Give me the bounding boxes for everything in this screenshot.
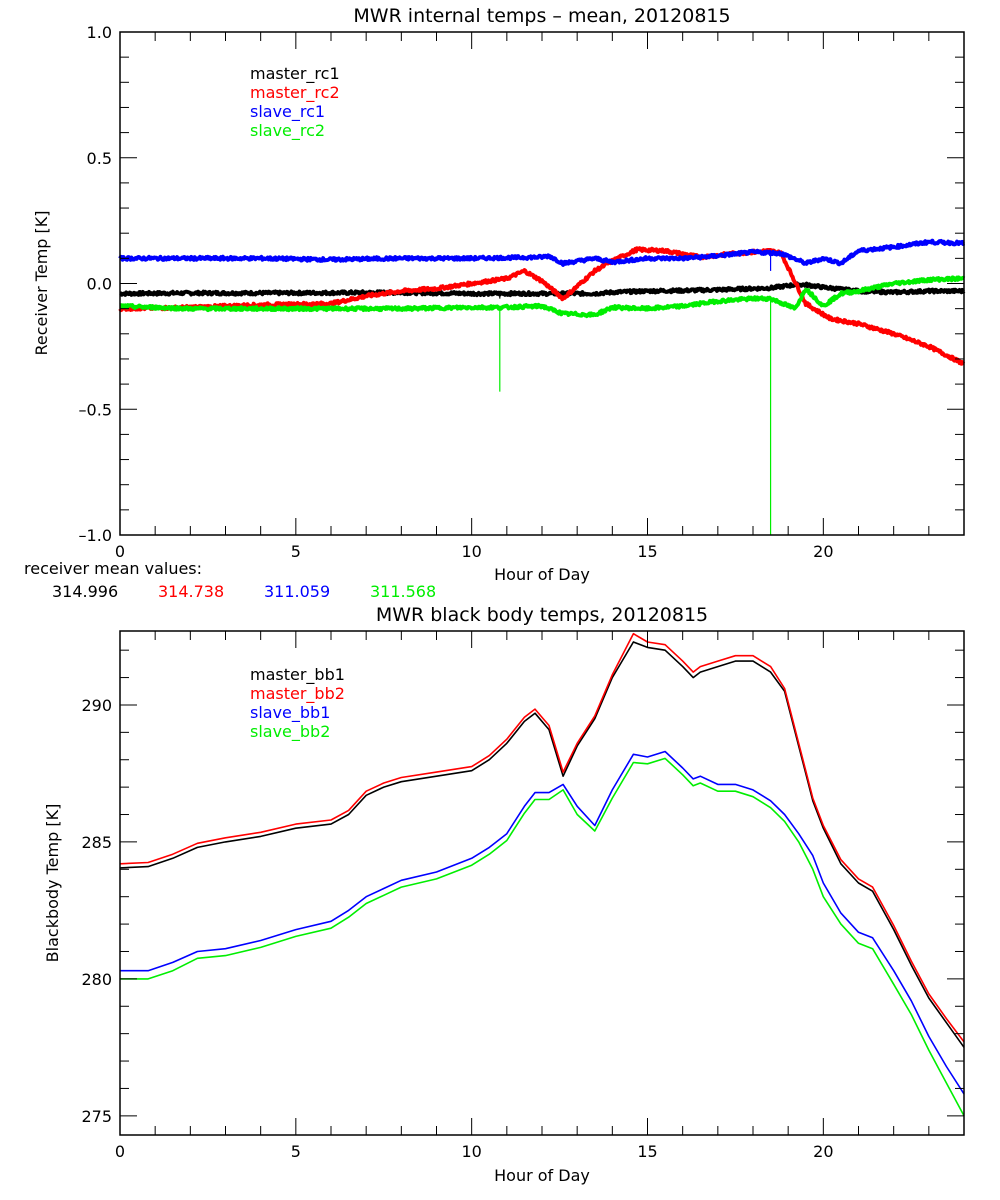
- blackbody-temp-panel: MWR black body temps, 20120815 0 5 10 15 20 2…: [43, 604, 965, 1185]
- x-tick-label: 15: [637, 542, 657, 561]
- series-line-slave-rc1: [118, 238, 966, 267]
- y-tick-label: 280: [81, 970, 112, 989]
- y-tick-label: 290: [81, 696, 112, 715]
- legend-entry: slave_rc1: [250, 102, 325, 122]
- series-line-slave-bb1: [120, 750, 965, 1095]
- series-group: [118, 238, 966, 535]
- series-line-master-bb1: [119, 641, 965, 1048]
- x-tick-label: 20: [813, 542, 833, 561]
- series-line-master-rc2: [118, 246, 966, 366]
- axis-ticks: 0 5 10 15 20 1.0 0.5 0.0 –0.5 –1.0: [79, 23, 965, 561]
- x-tick-label: 5: [291, 542, 301, 561]
- x-axis-label: Hour of Day: [494, 1166, 590, 1185]
- x-tick-label: 0: [115, 542, 125, 561]
- y-axis-label: Blackbody Temp [K]: [43, 804, 62, 963]
- series-line-master-bb2: [119, 632, 965, 1043]
- y-tick-label: 1.0: [87, 23, 112, 42]
- x-tick-label: 5: [291, 1142, 301, 1161]
- series-line-slave-bb2: [120, 757, 965, 1117]
- y-tick-label: –1.0: [79, 526, 112, 545]
- x-tick-label: 15: [637, 1142, 657, 1161]
- chart-title: MWR internal temps – mean, 20120815: [353, 5, 730, 27]
- legend-entry: master_rc1: [250, 64, 340, 84]
- y-tick-label: 0.0: [87, 275, 112, 294]
- y-tick-label: 285: [81, 833, 112, 852]
- receiver-mean-value: 314.996: [52, 582, 118, 601]
- y-tick-label: 0.5: [87, 149, 112, 168]
- receiver-mean-value: 311.568: [370, 582, 436, 601]
- x-tick-label: 10: [461, 1142, 481, 1161]
- x-axis-label: Hour of Day: [494, 565, 590, 584]
- legend-entry: slave_rc2: [250, 121, 325, 141]
- receiver-temp-panel: MWR internal temps – mean, 20120815 0 5 10…: [24, 5, 966, 601]
- y-tick-label: –0.5: [79, 400, 112, 419]
- legend-entry: slave_bb1: [250, 703, 330, 723]
- chart-title: MWR black body temps, 20120815: [376, 604, 708, 626]
- y-tick-label: 275: [81, 1107, 112, 1126]
- annotation-values: 314.996 314.738 311.059 311.568: [52, 582, 436, 601]
- legend-entry: slave_bb2: [250, 722, 330, 742]
- receiver-mean-value: 311.059: [264, 582, 330, 601]
- plot-frame: [119, 630, 965, 1136]
- receiver-mean-value: 314.738: [158, 582, 224, 601]
- x-tick-label: 0: [115, 1142, 125, 1161]
- y-axis-label: Receiver Temp [K]: [32, 210, 51, 355]
- series-line-slave-rc2: [118, 275, 966, 319]
- series-group: [119, 632, 965, 1117]
- annotation-label: receiver mean values:: [24, 559, 202, 578]
- axis-ticks: 0 5 10 15 20 275 280 285 290: [81, 631, 965, 1161]
- legend-entry: master_bb2: [250, 684, 345, 704]
- x-tick-label: 20: [813, 1142, 833, 1161]
- x-tick-label: 10: [461, 542, 481, 561]
- legend-entry: master_rc2: [250, 83, 340, 103]
- legend-entry: master_bb1: [250, 665, 345, 685]
- series-line-master-rc1: [118, 281, 966, 298]
